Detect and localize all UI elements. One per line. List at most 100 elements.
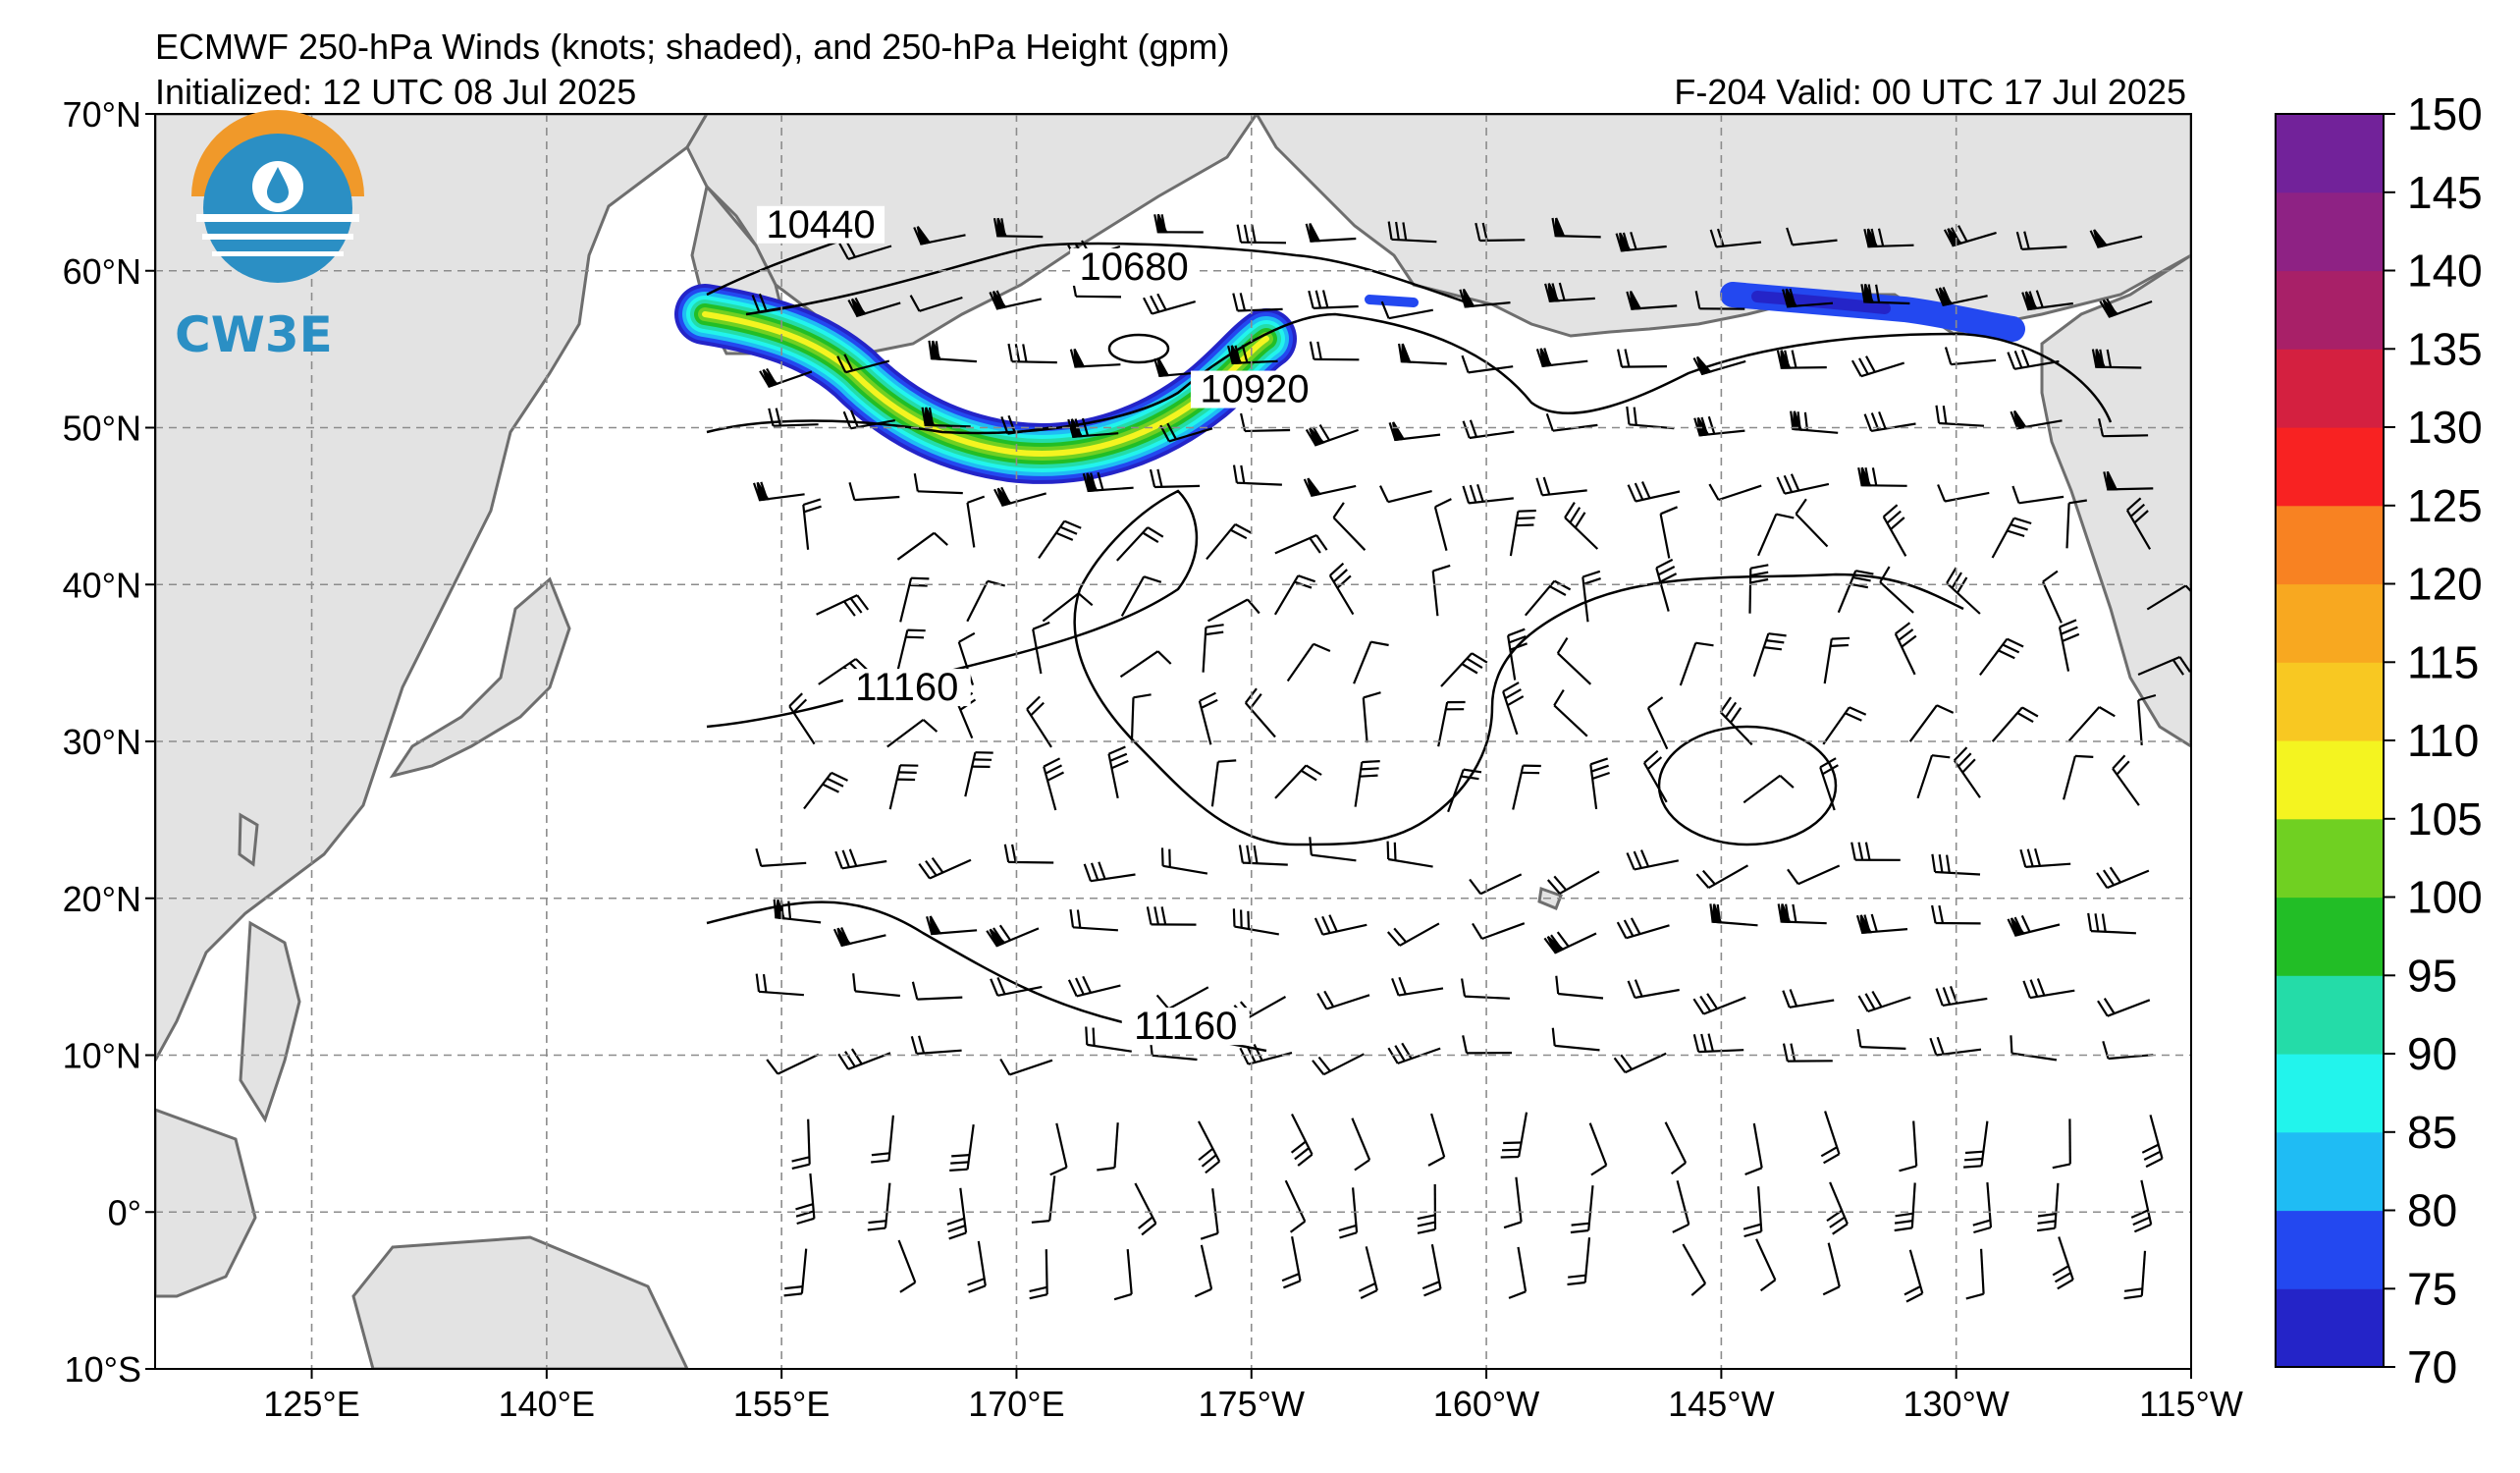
wind-barb: [1929, 1036, 1982, 1057]
wind-barb: [888, 764, 919, 810]
wind-barb: [2019, 847, 2071, 868]
colorbar-swatch: [2276, 583, 2384, 663]
wind-barb: [1679, 641, 1714, 686]
wind-barb: [1743, 774, 1795, 804]
wind-barb: [1085, 1026, 1132, 1053]
colorbar-swatch: [2276, 349, 2384, 428]
contour-label: 10440: [766, 203, 875, 246]
wind-barb: [1431, 564, 1451, 617]
wind-barb: [1358, 1246, 1378, 1299]
colorbar-swatch: [2276, 1288, 2384, 1368]
init-time: Initialized: 12 UTC 08 Jul 2025: [155, 72, 637, 112]
colorbar-label: 100: [2407, 872, 2483, 923]
wind-barb: [1474, 222, 1526, 243]
wind-barb: [1202, 624, 1224, 673]
wind-barb: [886, 719, 938, 748]
wind-barb: [1007, 343, 1057, 364]
lon-tick-label: 155°E: [733, 1384, 830, 1424]
wind-barb: [1756, 513, 1795, 557]
contour-low-center: [1107, 333, 1170, 364]
wind-barb: [1819, 757, 1839, 811]
colorbar-swatch: [2276, 1131, 2384, 1212]
wind-barb: [1038, 519, 1082, 560]
wind-barb: [1627, 481, 1681, 503]
colorbar-label: 95: [2407, 950, 2457, 1001]
wind-barb: [1894, 622, 1917, 676]
wind-barb: [895, 628, 926, 675]
wind-barb: [816, 594, 870, 617]
wind-barb: [1232, 464, 1282, 486]
wind-barb: [1543, 931, 1597, 955]
wind-barb: [1069, 908, 1118, 932]
wind-barb: [1589, 757, 1610, 810]
wind-barb: [1427, 1113, 1446, 1167]
wind-barb: [788, 692, 816, 745]
wind-barb: [1421, 1243, 1442, 1297]
land-north-america: [2040, 253, 2191, 748]
lat-tick-label: 0°: [108, 1192, 141, 1232]
wind-barb: [1782, 989, 1835, 1009]
land-asia: [155, 114, 709, 1062]
wind-barb: [1338, 1187, 1359, 1239]
wind-barb: [1546, 870, 1600, 895]
wind-barb: [1388, 421, 1441, 442]
wind-barb: [1553, 689, 1588, 737]
wind-barb: [1617, 349, 1668, 368]
wind-barb: [2022, 978, 2075, 1000]
wind-barb: [1314, 914, 1367, 936]
wind-barb: [1709, 903, 1758, 927]
wind-barb: [918, 856, 972, 880]
wind-barb: [2091, 349, 2142, 369]
wind-barb: [1556, 637, 1592, 685]
wind-barb: [1032, 621, 1050, 675]
wind-barb: [1695, 864, 1749, 890]
wind-barb: [1857, 990, 1911, 1013]
wind-barb: [832, 927, 886, 948]
lat-tick-label: 50°N: [63, 409, 141, 449]
wind-barb: [1535, 348, 1588, 368]
wind-barb: [2015, 231, 2067, 250]
colorbar-swatch: [2276, 505, 2384, 585]
wind-barb: [1119, 650, 1172, 679]
lon-tick-label: 125°E: [263, 1384, 359, 1424]
colorbar-label: 80: [2407, 1185, 2457, 1236]
wind-barb: [999, 1058, 1053, 1076]
land-philippines: [239, 920, 301, 1123]
wind-barb: [1616, 917, 1670, 940]
wind-barb: [1379, 485, 1432, 504]
contour-label-bg: [1070, 247, 1199, 286]
jet-core-gulf: [1751, 291, 1891, 314]
wind-barb: [1744, 1122, 1763, 1176]
wind-barb: [1626, 849, 1680, 871]
colorbar-swatch: [2276, 818, 2384, 899]
contour-label-bg: [1190, 370, 1318, 409]
logo-text: CW3E: [175, 306, 333, 363]
wind-barb: [1512, 764, 1541, 810]
wind-barb: [1238, 845, 1288, 866]
wind-barb: [791, 1118, 811, 1170]
contour-label: 11160: [855, 666, 958, 709]
wind-barb: [1206, 598, 1260, 623]
wind-barb: [2052, 1236, 2074, 1290]
wind-barb: [1776, 350, 1827, 369]
wind-barb: [1820, 1111, 1841, 1165]
wind-barb: [1153, 213, 1204, 234]
wind-barb: [1459, 288, 1511, 308]
wind-barb: [1332, 502, 1367, 551]
wind-barb: [1551, 1027, 1600, 1052]
wind-barb: [1899, 1120, 1918, 1173]
wind-barb: [1613, 1052, 1667, 1074]
colorbar-label: 85: [2407, 1107, 2457, 1158]
wind-barb: [1210, 759, 1237, 807]
wind-barb: [1567, 1237, 1591, 1286]
wind-barb: [1417, 1183, 1437, 1234]
lon-tick-label: 175°W: [1199, 1384, 1305, 1424]
wind-barb: [1309, 837, 1357, 862]
wind-barb: [2041, 570, 2063, 624]
wind-barb: [1316, 990, 1370, 1010]
contour-labels: 10440 10680 10920 11160 11160: [757, 203, 1318, 1048]
wind-barb: [1232, 293, 1283, 312]
wind-barb: [1130, 693, 1152, 743]
wind-barb: [1570, 1185, 1594, 1234]
